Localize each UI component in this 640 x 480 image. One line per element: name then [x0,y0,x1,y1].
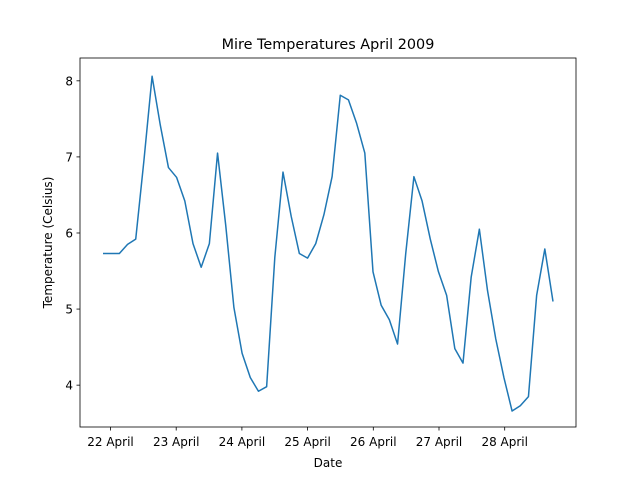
x-axis: 22 April 23 April 24 April 25 April 26 April… [87,427,528,449]
x-tick-label: 28 April [481,435,528,449]
y-axis: 4 5 6 7 8 [65,74,80,393]
x-tick-label: 25 April [284,435,331,449]
x-axis-label: Date [314,456,343,470]
series-layer [103,75,554,412]
x-tick-label: 26 April [350,435,397,449]
y-tick-label: 8 [65,74,73,88]
x-tick-label: 27 April [416,435,463,449]
y-tick-label: 5 [65,303,73,317]
y-tick-label: 4 [65,379,73,393]
y-tick-label: 6 [65,226,73,240]
chart-title: Mire Temperatures April 2009 [222,37,435,53]
temperature-series-line [103,75,554,412]
x-tick-label: 23 April [153,435,200,449]
y-tick-label: 7 [65,150,73,164]
y-axis-label: Temperature (Celsius) [41,177,55,310]
plot-area-frame [79,57,577,428]
x-tick-label: 24 April [219,435,266,449]
x-tick-label: 22 April [87,435,134,449]
